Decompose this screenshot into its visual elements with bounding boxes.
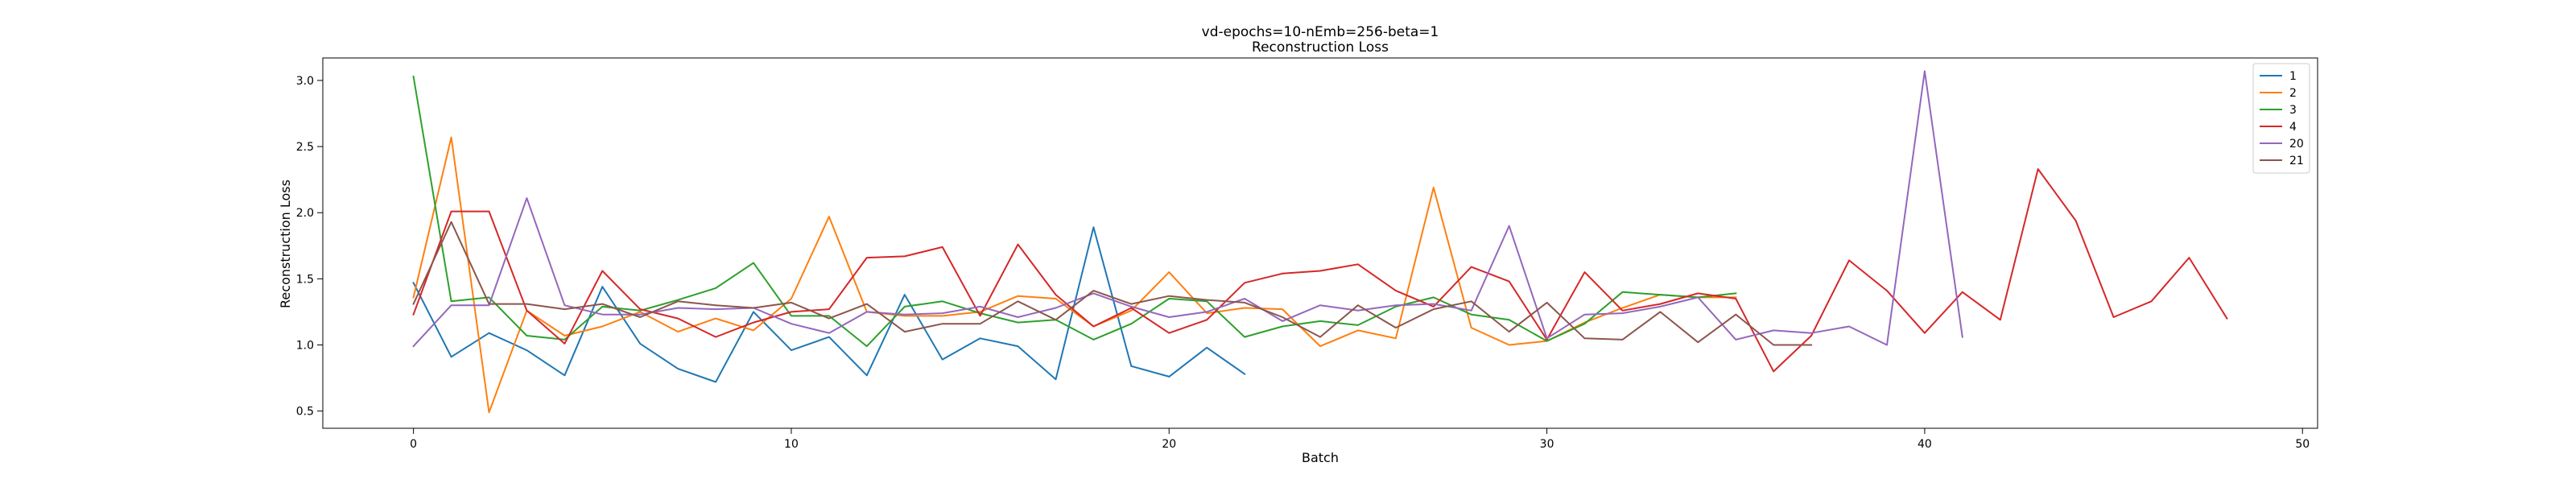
x-tick-label: 50 [2295,438,2310,451]
chart-subtitle: Reconstruction Loss [1252,39,1389,56]
series-line-1 [412,226,1246,383]
x-tick-label: 0 [410,438,417,451]
y-tick-label: 3.0 [296,75,314,88]
y-axis-ticks: 0.5 1.0 1.5 2.0 2.5 3.0 [296,75,323,419]
x-tick-label: 30 [1540,438,1554,451]
chart-title: vd-epochs=10-nEmb=256-beta=1 [1202,24,1439,40]
y-tick-label: 1.0 [296,340,314,353]
legend-label-2: 2 [2289,87,2297,100]
x-axis-ticks: 0 10 20 30 40 50 [410,428,2310,451]
plot-frame [322,57,2318,429]
legend-label-20: 20 [2289,138,2304,151]
legend-box [2252,63,2310,174]
x-tick-label: 10 [784,438,799,451]
legend-label-21: 21 [2289,155,2304,167]
legend-label-4: 4 [2289,121,2297,134]
series-line-21 [412,221,1813,346]
series-line-20 [412,70,1963,348]
series-line-4 [412,168,2228,373]
y-tick-label: 1.5 [296,273,314,286]
y-axis-label: Reconstruction Loss [278,180,293,308]
legend: 1 2 3 4 20 21 [2252,63,2310,174]
y-tick-label: 0.5 [296,406,314,419]
y-tick-label: 2.0 [296,207,314,220]
legend-label-3: 3 [2289,104,2297,117]
legend-label-1: 1 [2289,70,2297,83]
plot-lines [412,70,2228,414]
series-line-3 [412,75,1737,348]
x-tick-label: 20 [1162,438,1176,451]
y-tick-label: 2.5 [296,141,314,154]
x-axis-label: Batch [1302,450,1339,465]
x-tick-label: 40 [1918,438,1932,451]
